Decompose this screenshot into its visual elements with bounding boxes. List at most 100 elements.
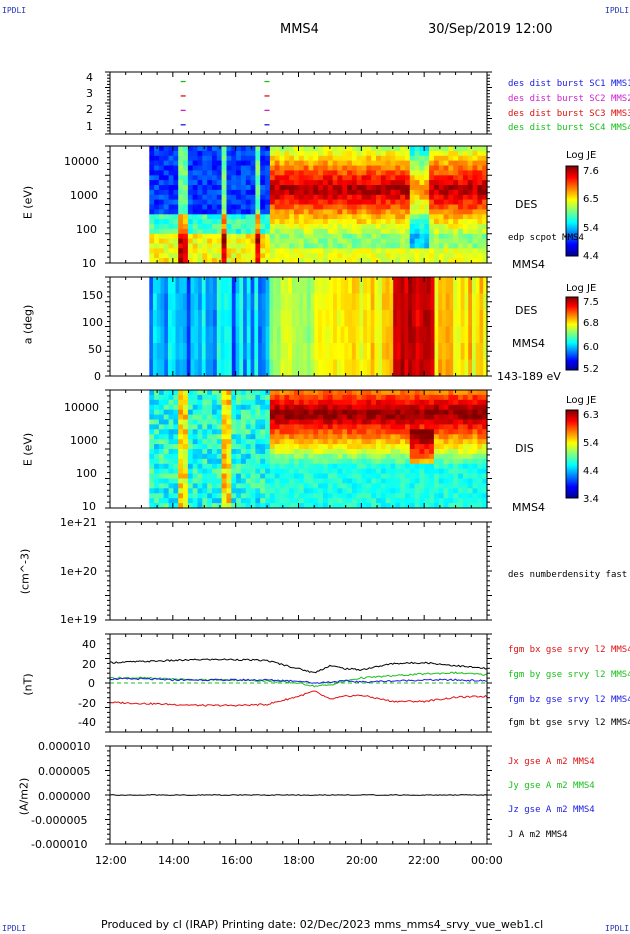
spectrogram-cell	[308, 204, 314, 210]
spectrogram-cell	[149, 444, 155, 450]
spectrogram-cell	[438, 204, 445, 210]
spectrogram-cell	[303, 493, 310, 499]
spectrogram-cell	[400, 233, 406, 240]
spectrogram-cell	[178, 498, 184, 504]
spectrogram-cell	[265, 180, 271, 186]
spectrogram-cell	[332, 483, 338, 489]
spectrogram-cell	[393, 359, 398, 377]
spectrogram-cell	[299, 359, 304, 377]
spectrogram-cell	[260, 185, 266, 191]
spectrogram-cell	[472, 498, 478, 504]
spectrogram-cell	[453, 189, 459, 196]
spectrogram-cell	[153, 277, 158, 295]
spectrogram-cell	[400, 219, 406, 225]
spectrogram-cell	[356, 439, 363, 445]
spectrogram-cell	[231, 243, 237, 249]
series-line-j	[109, 794, 488, 796]
spectrogram-cell	[395, 253, 401, 259]
spectrogram-cell	[332, 199, 338, 206]
spectrogram-cell	[405, 233, 411, 240]
spectrogram-cell	[396, 277, 402, 295]
series-line-bt	[109, 658, 488, 674]
spectrogram-cell	[376, 483, 382, 489]
spectrogram-cell	[313, 394, 319, 401]
spectrogram-cell	[216, 343, 222, 361]
spectrogram-cell	[187, 419, 194, 425]
spectrogram-cell	[308, 493, 314, 499]
spectrogram-cell	[173, 488, 179, 494]
spectrogram-cell	[183, 468, 189, 475]
spectrogram-cell	[202, 170, 208, 176]
spectrogram-cell	[187, 238, 194, 245]
spectrogram-cell	[231, 493, 237, 499]
spectrogram-cell	[472, 199, 478, 206]
spectrogram-cell	[154, 248, 160, 254]
spectrogram-cell	[178, 170, 184, 176]
spectrogram-cell	[395, 419, 401, 425]
spectrogram-cell	[405, 449, 411, 455]
spectrogram-cell	[163, 409, 170, 416]
spectrogram-cell	[467, 258, 474, 264]
spectrogram-cell	[280, 326, 285, 344]
spectrogram-cell	[438, 343, 443, 361]
spectrogram-cell	[298, 155, 305, 162]
spectrogram-cell	[289, 409, 295, 416]
spectrogram-cell	[477, 155, 483, 162]
spectrogram-cell	[149, 488, 155, 494]
spectrogram-cell	[197, 189, 203, 196]
spectrogram-cell	[149, 258, 155, 264]
spectrogram-cell	[419, 458, 425, 465]
spectrogram-cell	[376, 194, 382, 201]
spectrogram-cell	[337, 219, 343, 225]
spectrogram-cell	[419, 399, 425, 406]
spectrogram-cell	[308, 253, 314, 259]
spectrogram-cell	[269, 483, 276, 489]
spectrogram-cell	[414, 394, 420, 401]
spectrogram-cell	[192, 503, 199, 509]
spectrogram-cell	[434, 277, 439, 295]
spectrogram-cell	[221, 155, 227, 162]
spectrogram-cell	[385, 359, 391, 377]
spectrogram-cell	[380, 429, 387, 435]
spectrogram-cell	[187, 258, 194, 264]
spectrogram-cell	[477, 248, 483, 254]
spectrogram-cell	[197, 478, 203, 484]
spectrogram-cell	[477, 449, 483, 455]
spectrogram-cell	[154, 434, 160, 440]
spectrogram-cell	[448, 498, 454, 504]
spectrogram-cell	[303, 219, 310, 225]
spectrogram-cell	[158, 414, 165, 421]
spectrogram-cell	[453, 185, 459, 191]
spectrogram-cell	[231, 394, 237, 401]
spectrogram-cell	[438, 419, 445, 425]
spectrogram-cell	[224, 326, 229, 344]
spectrogram-cell	[294, 444, 300, 450]
spectrogram-cell	[482, 150, 488, 157]
spectrogram-cell	[178, 185, 184, 191]
spectrogram-cell	[438, 488, 445, 494]
spectrogram-cell	[443, 473, 449, 480]
spectrogram-cell	[409, 248, 416, 254]
spectrogram-cell	[337, 463, 343, 470]
spectrogram-cell	[221, 498, 227, 504]
spectrogram-cell	[279, 390, 285, 396]
spectrogram-cell	[453, 194, 459, 201]
spectrogram-cell	[327, 434, 334, 440]
spectrogram-cell	[158, 419, 165, 425]
spectrogram-cell	[458, 390, 464, 396]
spectrogram-cell	[260, 155, 266, 162]
spectrogram-cell	[414, 453, 420, 460]
spectrogram-cell	[221, 253, 227, 259]
spectrogram-cell	[400, 150, 406, 157]
spectrogram-cell	[265, 204, 271, 210]
spectrogram-cell	[342, 214, 348, 220]
des-pitch-range-label: 143-189 eV	[497, 370, 561, 383]
spectrogram-cell	[405, 150, 411, 157]
spectrogram-cell	[443, 424, 449, 430]
spectrogram-cell	[216, 463, 223, 470]
spectrogram-cell	[472, 453, 478, 460]
spectrogram-cell	[429, 180, 435, 186]
spectrogram-cell	[434, 310, 439, 328]
spectrogram-cell	[298, 248, 305, 254]
spectrogram-cell	[333, 326, 338, 344]
